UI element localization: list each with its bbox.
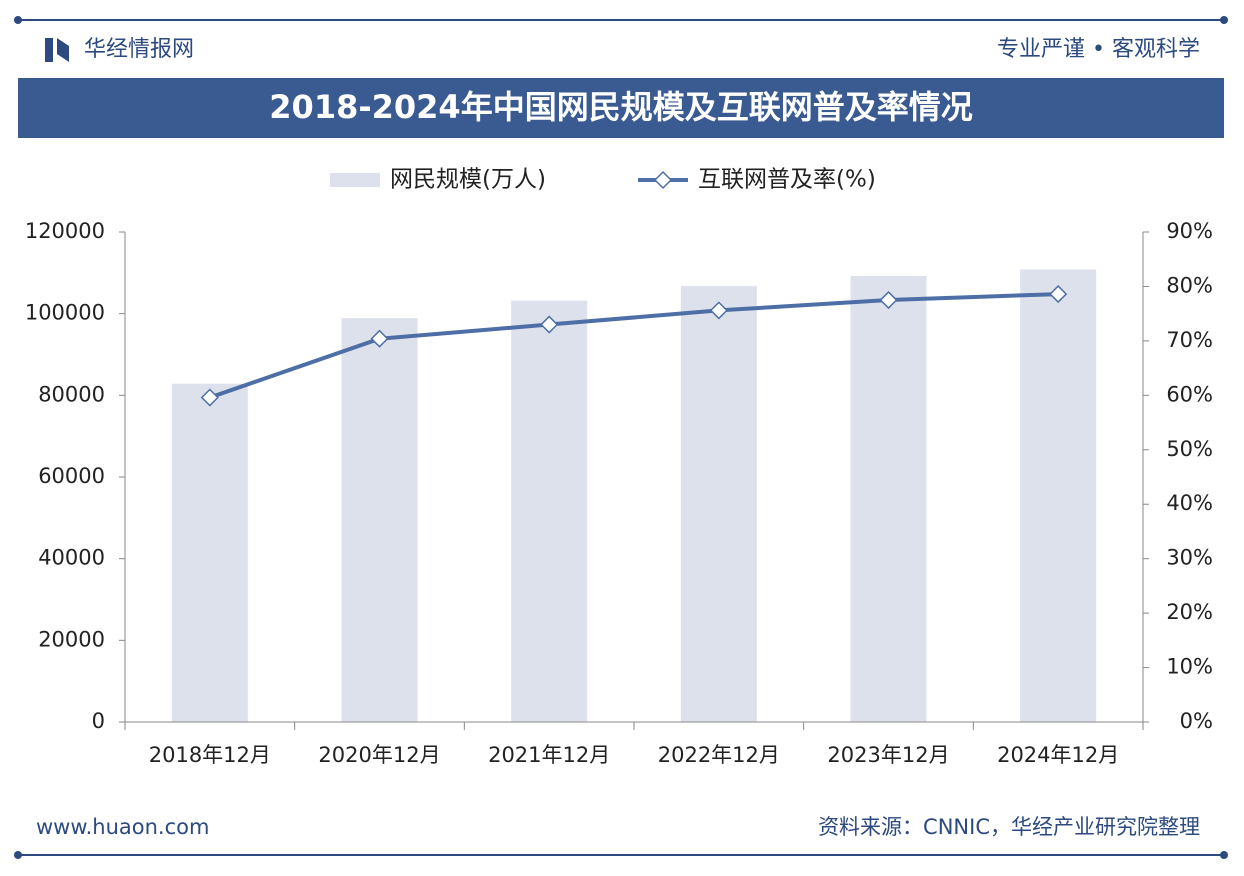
brand: 华经情报网: [84, 37, 194, 62]
legend-label: 互联网普及率(%): [698, 167, 876, 193]
y-tick-label: 100000: [25, 301, 105, 325]
legend-swatch: [330, 173, 380, 187]
line-marker: [540, 315, 559, 334]
line-marker: [1049, 285, 1068, 304]
y2-tick-label: 90%: [1166, 219, 1213, 243]
line-marker: [370, 329, 389, 348]
logo: [45, 38, 69, 62]
y2-tick-label: 30%: [1166, 546, 1213, 570]
line-marker: [200, 388, 219, 407]
y2-tick-label: 60%: [1166, 382, 1213, 406]
chart-title: 2018-2024年中国网民规模及互联网普及率情况: [269, 88, 972, 126]
y2-tick-label: 20%: [1166, 600, 1213, 624]
border-dot: [14, 851, 22, 859]
legend-marker: [653, 170, 673, 190]
bar: [171, 383, 248, 722]
y2-tick-label: 50%: [1166, 437, 1213, 461]
y2-tick-label: 70%: [1166, 328, 1213, 352]
x-tick-label: 2024年12月: [997, 743, 1119, 767]
y2-tick-label: 10%: [1166, 655, 1213, 679]
slogan: 专业严谨 • 客观科学: [997, 37, 1200, 62]
bar: [680, 286, 757, 722]
bar: [850, 276, 927, 722]
line-marker: [879, 290, 898, 310]
border-dot: [1220, 851, 1228, 859]
y-tick-label: 80000: [38, 382, 105, 406]
website: www.huaon.com: [36, 815, 209, 839]
title-band: [18, 78, 1224, 138]
y-tick-label: 0: [92, 709, 105, 733]
y2-tick-label: 0%: [1180, 709, 1213, 733]
bar: [511, 300, 588, 722]
y-tick-label: 40000: [38, 546, 105, 570]
plot: 0 20000 40000 60000 80000 100000 120000 0% 10% 20…: [25, 167, 1213, 768]
x-tick-label: 2021年12月: [488, 743, 610, 767]
bar: [1020, 269, 1097, 722]
y2-tick-label: 80%: [1166, 273, 1213, 297]
x-tick-label: 2023年12月: [827, 743, 949, 767]
x-tick-label: 2018年12月: [149, 743, 271, 767]
y-tick-label: 20000: [38, 627, 105, 651]
y-tick-label: 120000: [25, 219, 105, 243]
x-tick-label: 2020年12月: [318, 743, 440, 767]
border-dot: [1220, 16, 1228, 24]
y-tick-label: 60000: [38, 464, 105, 488]
x-tick-label: 2022年12月: [658, 743, 780, 767]
line: [209, 292, 1059, 400]
line-marker: [709, 301, 728, 320]
bar: [341, 318, 418, 722]
y2-tick-label: 40%: [1166, 491, 1213, 515]
source: 资料来源：CNNIC，华经产业研究院整理: [818, 815, 1200, 839]
border-dot: [14, 16, 22, 24]
legend-label: 网民规模(万人): [390, 167, 546, 193]
